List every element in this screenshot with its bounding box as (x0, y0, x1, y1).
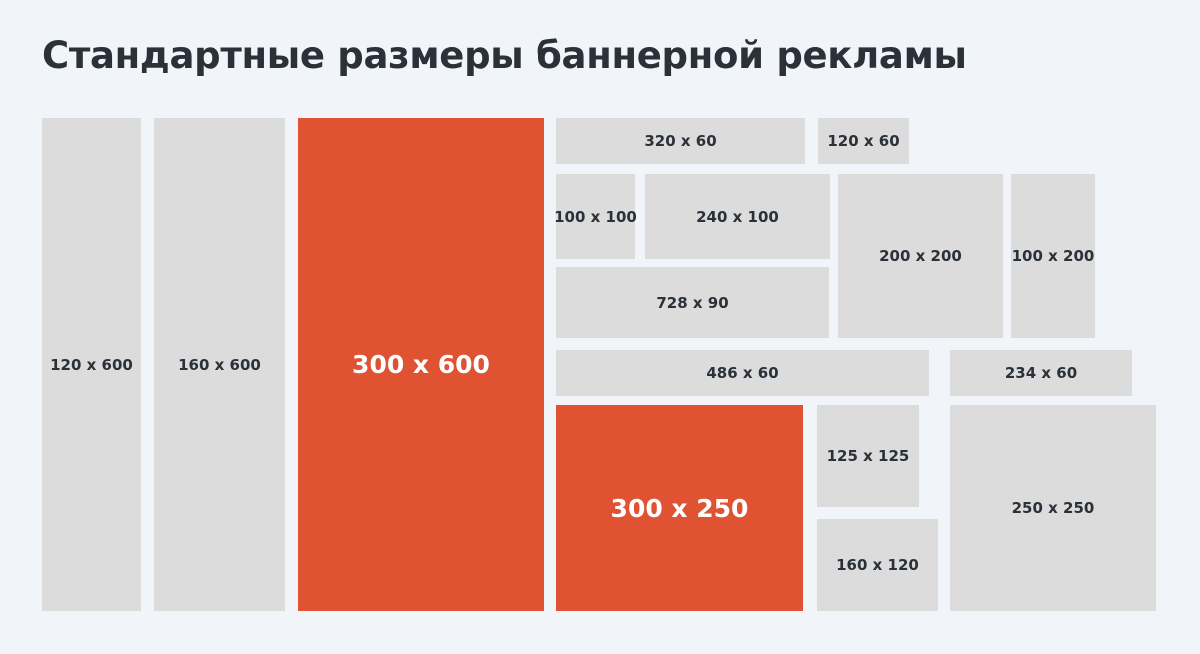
banner-label: 300 x 250 (610, 493, 749, 523)
banner-300x250: 300 x 250 (556, 405, 803, 611)
banner-label: 728 x 90 (656, 293, 729, 312)
banner-160x120: 160 x 120 (817, 519, 938, 611)
banner-label: 300 x 600 (352, 350, 490, 379)
banner-486x60: 486 x 60 (556, 350, 929, 396)
page-title: Стандартные размеры баннерной рекламы (42, 34, 967, 77)
banner-label: 100 x 200 (1011, 247, 1095, 265)
banner-240x100: 240 x 100 (645, 174, 830, 259)
banner-320x60: 320 x 60 (556, 118, 805, 164)
banner-label: 486 x 60 (706, 364, 779, 382)
banner-label: 200 x 200 (879, 247, 962, 265)
banner-label: 120 x 60 (827, 132, 900, 150)
banner-label: 125 x 125 (826, 447, 910, 465)
banner-100x200: 100 x 200 (1011, 174, 1095, 338)
banner-label: 120 x 600 (50, 355, 133, 374)
banner-label: 160 x 120 (836, 556, 919, 574)
banner-234x60: 234 x 60 (950, 350, 1132, 396)
banner-728x90: 728 x 90 (556, 267, 829, 338)
banner-125x125: 125 x 125 (817, 405, 919, 507)
banner-label: 320 x 60 (644, 132, 717, 150)
banner-120x600: 120 x 600 (42, 118, 141, 611)
banner-200x200: 200 x 200 (838, 174, 1003, 338)
banner-160x600: 160 x 600 (154, 118, 285, 611)
banner-120x60: 120 x 60 (818, 118, 909, 164)
banner-250x250: 250 x 250 (950, 405, 1156, 611)
banner-300x600: 300 x 600 (298, 118, 544, 611)
banner-label: 234 x 60 (1004, 364, 1078, 382)
banner-100x100: 100 x 100 (554, 174, 637, 259)
banner-label: 240 x 100 (696, 207, 779, 226)
banner-label: 250 x 250 (1011, 499, 1095, 517)
banner-label: 100 x 100 (554, 207, 637, 226)
banner-label: 160 x 600 (178, 355, 261, 374)
